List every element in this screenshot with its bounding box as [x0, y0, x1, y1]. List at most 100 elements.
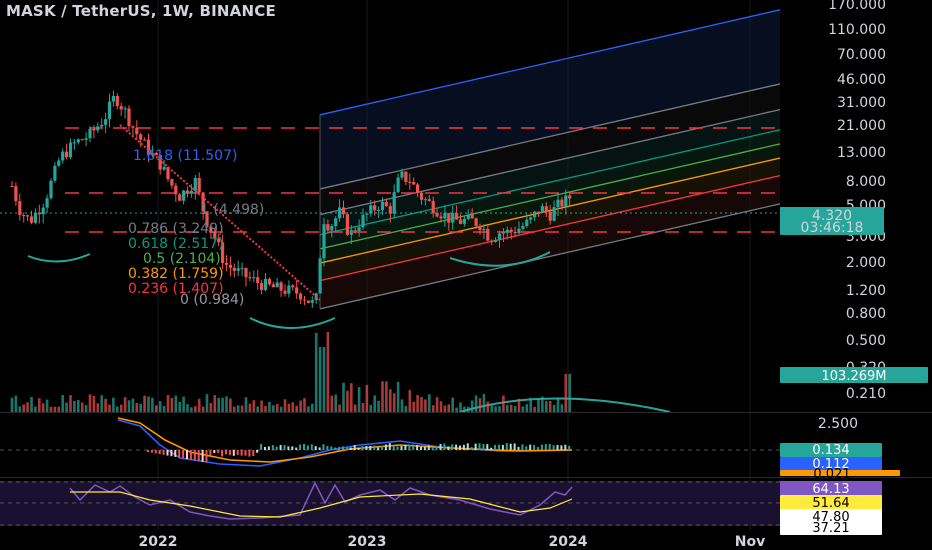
macd-hist-bar — [182, 450, 185, 459]
candle-body — [408, 181, 412, 183]
fib-line — [319, 174, 781, 282]
candle-body — [568, 195, 572, 199]
fib-channel-fill — [320, 9, 780, 309]
candle-body — [513, 231, 517, 234]
volume-bar — [127, 400, 131, 412]
candle-body — [68, 142, 73, 158]
volume-bar — [139, 403, 142, 412]
price-tick: 21.000 — [837, 118, 886, 134]
macd-hist-bar — [568, 445, 571, 450]
volume-bar — [182, 396, 185, 412]
candle-body — [501, 232, 505, 234]
candle-body — [209, 226, 213, 232]
volume-bar — [264, 405, 267, 412]
macd-hist-bar — [482, 443, 485, 450]
macd-hist-bar — [345, 447, 348, 450]
candle-body — [244, 268, 248, 278]
volume-bars — [0, 331, 932, 413]
macd-hist-bar — [275, 446, 278, 450]
volume-bar — [256, 406, 259, 412]
volume-bar — [334, 394, 337, 412]
volume-bar — [186, 404, 189, 412]
volume-bar — [545, 401, 548, 412]
fib-band — [320, 109, 780, 235]
volume-bar — [100, 395, 103, 412]
volume-bar — [428, 394, 431, 412]
candle-body — [252, 277, 256, 279]
macd-hist-bar — [260, 443, 263, 450]
volume-bar — [178, 401, 181, 412]
volume-bar — [22, 404, 25, 412]
candle-body — [431, 200, 435, 214]
macd-hist-bar — [162, 450, 165, 455]
macd-hist-bar — [338, 447, 341, 450]
volume-bar — [155, 405, 158, 412]
macd-hist-bar — [416, 444, 419, 450]
fib-line — [319, 83, 781, 190]
candle-body — [521, 225, 525, 229]
candle-body — [154, 153, 158, 156]
candle-body — [494, 240, 498, 242]
candle-body — [275, 282, 279, 288]
macd-hist-bar — [174, 450, 177, 457]
volume-bar — [30, 396, 33, 412]
volume-bar — [299, 400, 302, 412]
macd-hist-bar — [353, 445, 356, 450]
volume-bar — [548, 401, 552, 412]
price-candles — [10, 90, 572, 308]
macd-hist-bar — [470, 446, 473, 450]
volume-bar — [225, 396, 228, 412]
candle-body — [490, 240, 494, 242]
candle-body — [185, 190, 190, 194]
price-tick: 70.000 — [837, 47, 886, 63]
candle-body — [197, 177, 201, 193]
macd-hist-bar — [451, 444, 454, 450]
candle-body — [353, 230, 357, 232]
volume-bar — [494, 406, 497, 412]
candle-body — [377, 209, 381, 211]
candle-body — [400, 171, 404, 178]
volume-bar — [400, 399, 404, 412]
volume-bar — [53, 406, 57, 412]
price-tick: 110.000 — [828, 22, 886, 38]
volume-bar — [529, 397, 532, 412]
macd-hist-bar — [548, 443, 551, 450]
volume-bar — [474, 395, 478, 412]
fib-band — [320, 129, 780, 249]
signal-value-bg — [780, 457, 882, 471]
candle-body — [217, 238, 221, 243]
candle-body — [119, 106, 123, 110]
macd-hist-bar — [240, 450, 243, 456]
macd-hist-bar — [494, 444, 497, 450]
volume-bar — [248, 403, 252, 412]
downtrend-line — [119, 124, 321, 301]
candle-body — [29, 216, 34, 223]
candle-body — [564, 195, 568, 207]
macd-hist-bar — [544, 444, 547, 450]
volume-bar — [314, 332, 318, 412]
volume-bar — [447, 404, 451, 412]
candle-body — [248, 277, 252, 279]
volume-bar — [135, 403, 139, 412]
volume-bar — [197, 398, 201, 412]
candle-body — [182, 190, 186, 201]
candle-body — [104, 119, 108, 125]
volume-bar — [307, 406, 310, 412]
volume-bar — [96, 403, 100, 412]
candle-body — [361, 214, 365, 228]
macd-hist-bar — [474, 443, 477, 450]
volume-bar — [396, 381, 400, 412]
volume-bar — [467, 406, 470, 412]
candle-body — [92, 128, 96, 131]
macd-hist-bar — [420, 446, 422, 450]
candle-body — [299, 293, 303, 300]
candle-body — [540, 206, 544, 213]
candle-body — [72, 142, 76, 144]
candle-body — [486, 228, 490, 241]
candle-body — [427, 199, 431, 201]
volume-bar — [158, 401, 162, 412]
volume-bar — [443, 405, 447, 412]
volume-bar — [486, 401, 490, 412]
macd-hist-bar — [193, 450, 196, 461]
